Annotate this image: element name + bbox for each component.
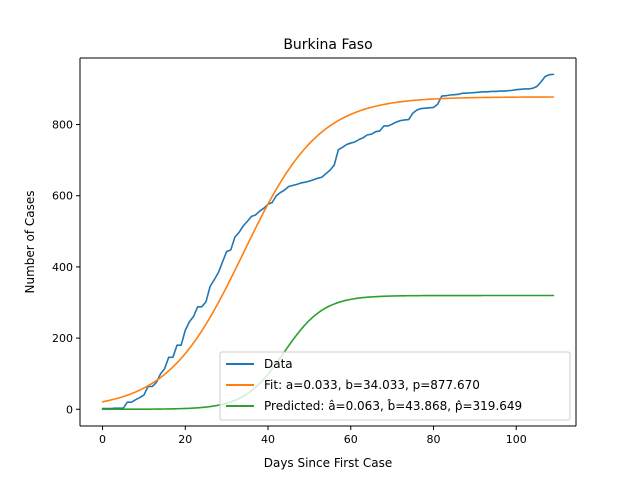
y-tick-label: 800 [52,119,73,132]
legend-box [219,351,571,421]
y-ticks: 0 200 400 600 800 [52,119,80,416]
x-axis-label: Days Since First Case [264,456,393,470]
series-layer [101,73,555,411]
x-tick-label: 100 [506,433,527,446]
legend-label-data: Data [264,357,293,371]
x-ticks: 0 20 40 60 80 100 [99,426,527,446]
x-tick-label: 0 [99,433,106,446]
legend: Data Fit: a=0.033, b=34.033, p=877.670 P… [219,351,571,421]
y-tick-label: 200 [52,332,73,345]
chart-title: Burkina Faso [283,37,372,53]
y-tick-label: 600 [52,190,73,203]
x-tick-label: 40 [261,433,275,446]
axes [79,57,577,427]
legend-label-predicted: Predicted: â=0.063, b̂=43.868, p̂=319.64… [264,399,522,413]
y-axis-label: Number of Cases [23,190,37,293]
series-line-fit [101,96,555,403]
y-tick-label: 0 [66,403,73,416]
legend-label-fit: Fit: a=0.033, b=34.033, p=877.670 [264,378,480,392]
series-line-predicted [101,294,555,411]
x-tick-label: 20 [178,433,192,446]
x-tick-label: 80 [426,433,440,446]
x-tick-label: 60 [344,433,358,446]
series-line-data [101,73,555,410]
y-tick-label: 400 [52,261,73,274]
